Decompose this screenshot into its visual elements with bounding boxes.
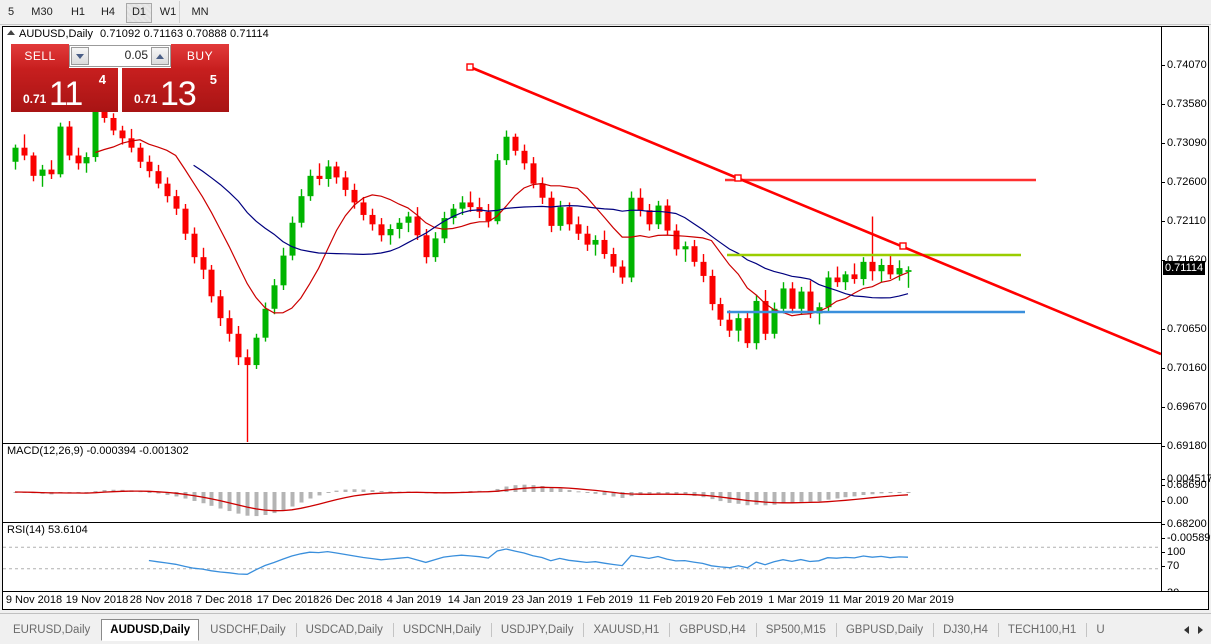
time-tick: 19 Nov 2018 — [65, 594, 129, 606]
rsi-plot — [3, 546, 1161, 575]
volume-input[interactable]: 0.05 — [69, 45, 171, 67]
time-tick: 26 Dec 2018 — [319, 594, 383, 606]
buy-price-prefix: 0.71 — [134, 92, 158, 106]
time-tick: 7 Dec 2018 — [195, 594, 253, 606]
symbol-tab-audusd-daily[interactable]: AUDUSD,Daily — [101, 619, 200, 641]
time-tick: 17 Dec 2018 — [256, 594, 320, 606]
tab-separator — [490, 623, 492, 637]
tab-separator — [835, 623, 837, 637]
macd-tick: 0.00 — [1161, 495, 1189, 507]
volume-increase-button[interactable] — [151, 47, 169, 65]
symbol-tab-usdcnh-daily[interactable]: USDCNH,Daily — [402, 624, 481, 636]
sell-button[interactable]: SELL — [11, 44, 69, 68]
chart-window[interactable]: AUDUSD,Daily 0.71092 0.71163 0.70888 0.71… — [2, 26, 1211, 613]
price-tick: 0.69670 — [1162, 401, 1207, 413]
price-tick: 0.72600 — [1162, 176, 1207, 188]
buy-price-button[interactable]: 0.71 13 5 — [122, 68, 229, 113]
buy-button[interactable]: BUY — [171, 44, 229, 68]
symbol-tab-sp500-m15[interactable]: SP500,M15 — [765, 624, 826, 636]
price-tick: 0.72110 — [1162, 215, 1206, 227]
macd-label: MACD(12,26,9) -0.000394 -0.001302 — [7, 445, 189, 457]
timeframe-h4[interactable]: H4 — [100, 6, 116, 18]
symbol-tab-gbpusd-daily[interactable]: GBPUSD,Daily — [845, 624, 924, 636]
tab-separator — [1086, 623, 1088, 637]
symbol-tab-bar[interactable]: EURUSD,Daily AUDUSD,Daily USDCHF,Daily USDC… — [0, 613, 1211, 644]
timeframe-w1[interactable]: W1 — [159, 6, 177, 18]
tab-separator — [755, 623, 757, 637]
timeframe-mn[interactable]: MN — [191, 6, 209, 18]
one-click-top-row: SELL 0.05 BUY — [11, 44, 229, 68]
tab-separator — [933, 623, 935, 637]
candlestick-plot — [12, 63, 1161, 442]
rsi-tick: 100 — [1161, 546, 1186, 558]
time-scale[interactable]: 9 Nov 2018 19 Nov 2018 28 Nov 2018 7 Dec 20… — [3, 591, 1208, 609]
price-tick: 0.68690 — [1162, 479, 1207, 491]
tabs-scroll-right-icon[interactable] — [1196, 623, 1207, 637]
timeframe-5[interactable]: 5 — [7, 6, 15, 18]
time-tick: 14 Jan 2019 — [447, 594, 509, 606]
sell-price-fraction: 4 — [98, 72, 106, 87]
tabs-scroll-left-icon[interactable] — [1182, 623, 1193, 637]
symbol-tab-xauusd-h1[interactable]: XAUUSD,H1 — [593, 624, 660, 636]
time-tick: 4 Jan 2019 — [386, 594, 442, 606]
price-tick: 0.68200 — [1162, 518, 1207, 530]
buy-price-main: 13 — [160, 75, 197, 113]
sell-price-main: 11 — [49, 75, 83, 113]
symbol-tab-eurusd-daily[interactable]: EURUSD,Daily — [12, 624, 91, 636]
tab-separator — [295, 623, 297, 637]
rsi-pane[interactable]: RSI(14) 53.6104 — [3, 522, 1161, 593]
macd-tick: -0.005899 — [1162, 532, 1211, 544]
rsi-label: RSI(14) 53.6104 — [7, 524, 88, 536]
price-scale[interactable]: 0.74070 0.73580 0.73090 0.72600 0.72110 0.716… — [1161, 27, 1211, 613]
symbol-tab-dj30-h4[interactable]: DJ30,H4 — [943, 624, 988, 636]
tab-separator — [997, 623, 999, 637]
time-tick: 1 Mar 2019 — [768, 594, 824, 606]
chart-symbol-title: AUDUSD,Daily — [19, 28, 93, 40]
price-tick: 0.70650 — [1162, 323, 1207, 335]
price-tick: 0.70160 — [1162, 362, 1207, 374]
macd-plot — [13, 484, 911, 517]
time-tick: 28 Nov 2018 — [129, 594, 193, 606]
toolbar-separator — [179, 1, 180, 23]
macd-tick: 0.004517 — [1162, 473, 1211, 485]
price-tick: 0.74070 — [1162, 59, 1207, 71]
tab-separator — [392, 623, 394, 637]
sell-price-prefix: 0.71 — [23, 92, 47, 106]
price-tick: 0.69180 — [1162, 440, 1207, 452]
tab-separator — [583, 623, 585, 637]
volume-value: 0.05 — [124, 48, 148, 62]
tab-separator — [669, 623, 671, 637]
time-tick: 20 Mar 2019 — [892, 594, 954, 606]
volume-decrease-button[interactable] — [71, 47, 89, 65]
time-tick: 9 Nov 2018 — [5, 594, 63, 606]
timeframe-h1[interactable]: H1 — [70, 6, 86, 18]
time-tick: 1 Feb 2019 — [577, 594, 633, 606]
rsi-tick: 70 — [1161, 560, 1180, 572]
time-tick: 11 Feb 2019 — [638, 594, 700, 606]
timeframe-d1[interactable]: D1 — [126, 3, 152, 23]
timeframe-m30[interactable]: M30 — [31, 6, 53, 18]
price-tick: 0.73090 — [1162, 137, 1207, 149]
one-click-trading-panel[interactable]: SELL 0.05 BUY 0.71 11 4 0.71 13 5 — [11, 44, 229, 113]
collapse-triangle-icon[interactable] — [7, 30, 15, 35]
timeframe-toolbar: 5 M30 H1 H4 D1 W1 MN — [0, 0, 1211, 25]
buy-price-fraction: 5 — [209, 72, 217, 87]
chart-ohlc-values: 0.71092 0.71163 0.70888 0.71114 — [99, 28, 269, 40]
symbol-tab-tech100-h1[interactable]: TECH100,H1 — [1007, 624, 1077, 636]
one-click-price-row: 0.71 11 4 0.71 13 5 — [11, 68, 229, 113]
time-tick: 20 Feb 2019 — [701, 594, 763, 606]
symbol-tab-usdjpy-daily[interactable]: USDJPY,Daily — [500, 624, 574, 636]
time-tick: 23 Jan 2019 — [511, 594, 573, 606]
price-tick: 0.73580 — [1162, 98, 1207, 110]
current-price-tag: 0.71114 — [1163, 261, 1206, 275]
chart-header: AUDUSD,Daily 0.71092 0.71163 0.70888 0.71… — [3, 27, 269, 41]
sell-price-button[interactable]: 0.71 11 4 — [11, 68, 118, 113]
symbol-tab-gbpusd-h4[interactable]: GBPUSD,H4 — [679, 624, 746, 636]
time-tick: 11 Mar 2019 — [828, 594, 890, 606]
symbol-tab-u[interactable]: U — [1096, 624, 1105, 636]
symbol-tab-usdcad-daily[interactable]: USDCAD,Daily — [305, 624, 383, 636]
symbol-tab-usdchf-daily[interactable]: USDCHF,Daily — [210, 624, 286, 636]
macd-pane[interactable]: MACD(12,26,9) -0.000394 -0.001302 — [3, 443, 1161, 522]
